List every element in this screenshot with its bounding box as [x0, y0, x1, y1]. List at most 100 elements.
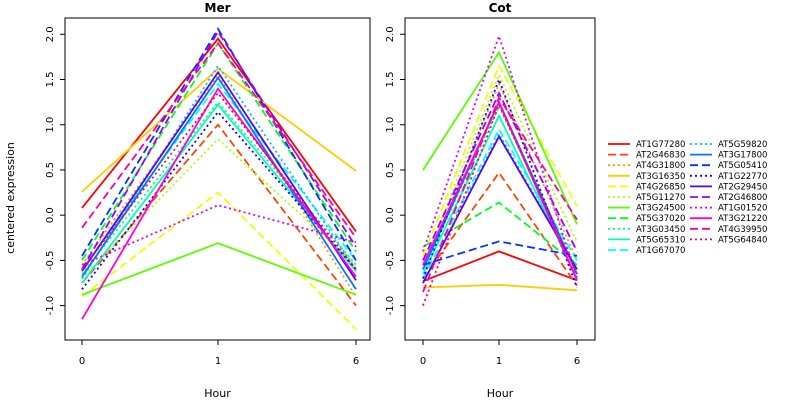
series-line-at3g24500	[422, 50, 578, 225]
series-line-at4g39950	[422, 95, 578, 293]
series-line-at4g26850	[81, 191, 357, 330]
series-line-at3g17800	[422, 99, 578, 275]
x-tick-label: 0	[420, 356, 426, 367]
y-tick-label: -0.5	[45, 251, 56, 271]
panel-title: Mer	[205, 1, 231, 15]
x-tick-label: 1	[215, 356, 221, 367]
legend-label: AT3G16350	[636, 172, 685, 182]
legend-label: AT5G37020	[636, 214, 685, 224]
legend-label: AT2G46800	[718, 193, 767, 203]
series-line-at2g46830	[81, 123, 357, 307]
legend-label: AT1G67070	[636, 246, 685, 256]
legend-label: AT5G59820	[718, 140, 767, 150]
legend-label: AT5G05410	[718, 161, 767, 171]
x-axis-label: Hour	[204, 387, 231, 400]
legend-label: AT1G01520	[718, 204, 767, 214]
legend-label: AT2G29450	[718, 182, 767, 192]
legend-item: AT5G65310	[608, 235, 685, 245]
series-line-at3g16350	[422, 283, 578, 292]
x-tick-label: 6	[574, 356, 580, 367]
legend-item: AT4G39950	[690, 225, 767, 235]
x-axis-label: Hour	[487, 387, 514, 400]
x-tick-label: 6	[353, 356, 359, 367]
legend-label: AT3G24500	[636, 204, 685, 214]
legend-label: AT3G21220	[718, 214, 767, 224]
legend-item: AT2G46800	[690, 193, 767, 203]
legend-label: AT5G64840	[718, 235, 767, 245]
legend-item: AT2G46830	[608, 151, 685, 161]
series-line-at1g77280	[422, 250, 578, 283]
series-line-at2g29450	[81, 70, 357, 281]
series-line-at4g31800	[81, 73, 357, 298]
y-tick-label: 2.0	[45, 26, 56, 42]
legend-label: AT4G31800	[636, 161, 685, 171]
legend-item: AT2G29450	[690, 182, 767, 192]
legend-item: AT3G16350	[608, 172, 685, 182]
series-line-at1g22770	[81, 110, 357, 290]
legend-item: AT4G26850	[608, 182, 685, 192]
legend-item: AT4G31800	[608, 161, 685, 171]
x-tick-label: 1	[496, 356, 502, 367]
chart-legend: AT1G77280AT2G46830AT4G31800AT3G16350AT4G…	[608, 140, 767, 256]
series-line-at5g64840	[81, 91, 357, 270]
legend-label: AT4G26850	[636, 182, 685, 192]
y-tick-label: -1.0	[45, 296, 56, 316]
legend-label: AT1G77280	[636, 140, 685, 150]
legend-label: AT4G39950	[718, 225, 767, 235]
legend-item: AT3G17800	[690, 151, 767, 161]
series-line-at3g24500	[81, 242, 357, 296]
series-line-at3g21220	[422, 99, 578, 281]
series-line-at2g46800	[81, 29, 357, 270]
y-tick-label: 0.5	[45, 162, 56, 178]
legend-label: AT2G46830	[636, 151, 685, 161]
y-axis-label: centered expression	[4, 142, 17, 254]
series-line-at1g01520	[422, 33, 578, 279]
series-line-at3g16350	[81, 67, 357, 193]
panel-cot: Cot -1.0 -0.5 0.0 0.5 1.0 1.5 2.0 0 1 6 Hour	[385, 1, 596, 400]
x-axis: 0 1 6	[79, 340, 359, 367]
y-axis: -1.0 -0.5 0.0 0.5 1.0 1.5 2.0	[385, 26, 405, 315]
y-tick-label: -1.0	[385, 296, 396, 316]
series-line-at5g05410	[81, 27, 357, 261]
panel-title: Cot	[489, 1, 512, 15]
legend-item: AT3G24500	[608, 204, 685, 214]
series-line-at5g64840	[422, 102, 578, 306]
x-axis: 0 1 6	[420, 340, 580, 367]
series-line-at5g05410	[422, 240, 578, 266]
series-line-at2g46830	[422, 171, 578, 287]
legend-item: AT3G21220	[690, 214, 767, 224]
legend-label: AT1G22770	[718, 172, 767, 182]
y-axis: -1.0 -0.5 0.0 0.5 1.0 1.5 2.0	[45, 26, 65, 315]
y-tick-label: 0.5	[385, 162, 396, 178]
series-line-at1g67070	[81, 82, 357, 270]
legend-label: AT5G65310	[636, 235, 685, 245]
series-line-at2g46800	[422, 90, 578, 261]
legend-item: AT1G77280	[608, 140, 685, 150]
legend-label: AT3G17800	[718, 151, 767, 161]
series-line-at3g21220	[81, 86, 357, 320]
legend-item: AT3G03450	[608, 225, 685, 235]
y-tick-label: 1.0	[45, 117, 56, 133]
legend-item: AT1G22770	[690, 172, 767, 182]
y-tick-label: 2.0	[385, 26, 396, 42]
legend-label: AT5G11270	[636, 193, 685, 203]
chart-panels: Mer -1.0 -0.5 0.0 0.5 1.0 1.5 2.0 0 1 6 Hour Cot -1.0…	[45, 1, 596, 400]
series-line-at4g39950	[81, 41, 357, 239]
series-line-at2g29450	[422, 134, 578, 284]
y-tick-label: 0.0	[385, 207, 396, 223]
legend-label: AT3G03450	[636, 225, 685, 235]
plot-frame	[404, 17, 596, 341]
legend-item: AT5G05410	[690, 161, 767, 171]
series-line-at1g77280	[81, 37, 357, 233]
series-line-at4g31800	[422, 81, 578, 270]
legend-item: AT5G37020	[608, 214, 685, 224]
series-line-at4g26850	[422, 63, 578, 257]
series-line-at3g17800	[81, 76, 357, 290]
y-tick-label: 1.5	[385, 72, 396, 88]
x-tick-label: 0	[79, 356, 85, 367]
legend-item: AT5G59820	[690, 140, 767, 150]
y-tick-label: 1.5	[45, 72, 56, 88]
legend-item: AT1G67070	[608, 246, 685, 256]
y-tick-label: 0.0	[45, 207, 56, 223]
